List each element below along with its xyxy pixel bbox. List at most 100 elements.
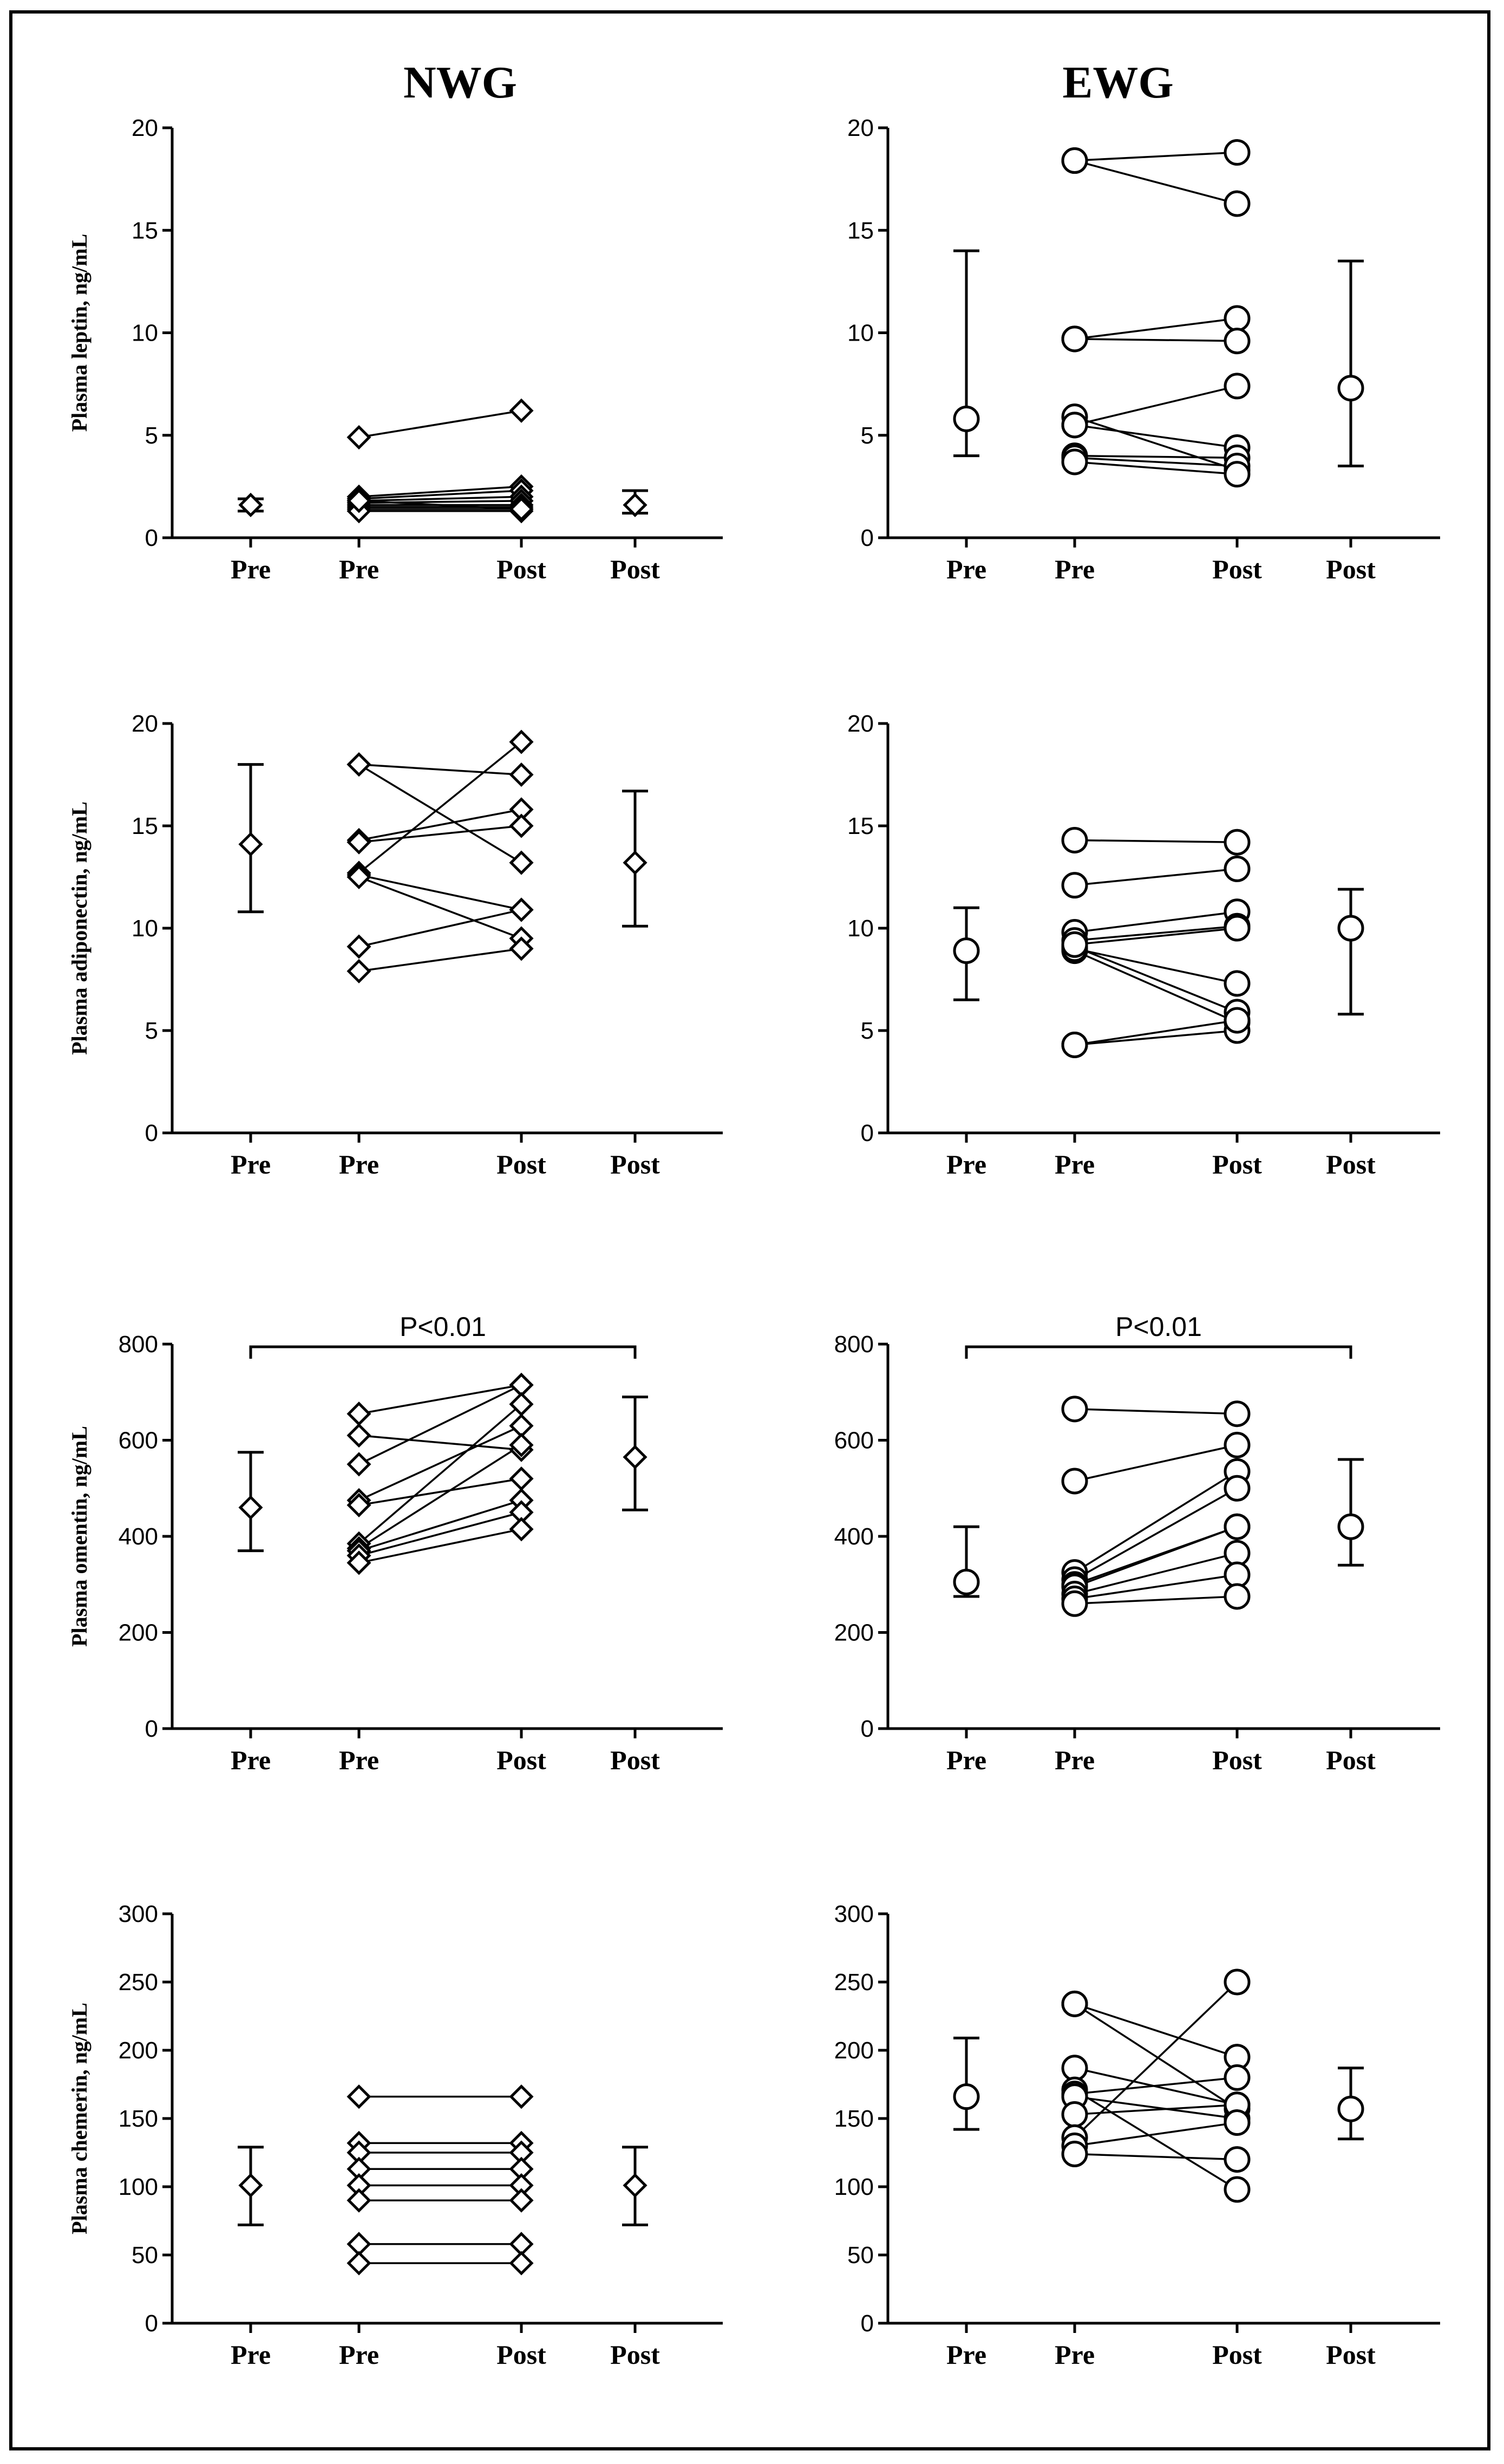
paired-line <box>1074 1470 1238 1574</box>
post-summary-mean-marker <box>1337 375 1364 402</box>
y-tick-label: 150 <box>119 2106 158 2132</box>
post-summary-mean-marker <box>1337 1513 1364 1540</box>
paired-line <box>1074 416 1238 471</box>
pre-point <box>1061 1590 1088 1617</box>
y-tick-label: 10 <box>132 320 158 347</box>
y-tick-label: 0 <box>861 2310 874 2337</box>
pre-point <box>1061 147 1088 174</box>
paired-line <box>1074 1487 1238 1581</box>
x-tick-label: Pre <box>339 554 379 584</box>
post-point <box>509 1517 534 1542</box>
paired-line <box>358 496 522 502</box>
y-tick-label: 150 <box>834 2106 874 2132</box>
post-point <box>509 1392 534 1417</box>
paired-line <box>358 1444 522 1549</box>
post-point <box>1224 190 1251 217</box>
x-tick-label: Pre <box>1055 1149 1095 1179</box>
paired-line <box>1074 2003 1238 2058</box>
pre-point <box>346 934 371 959</box>
pre-point <box>1061 1031 1088 1058</box>
paired-line <box>1074 839 1238 843</box>
paired-line <box>358 1511 522 1557</box>
post-point <box>509 936 534 961</box>
y-tick-label: 20 <box>847 710 874 737</box>
pre-point <box>1061 2101 1088 2128</box>
post-point <box>509 729 534 754</box>
y-tick-label: 0 <box>145 2310 158 2337</box>
pre-point <box>1061 2141 1088 2168</box>
post-point <box>1224 1968 1251 1996</box>
paired-line <box>358 876 522 940</box>
x-tick-label: Pre <box>231 2339 271 2370</box>
x-tick-label: Post <box>1212 1149 1262 1179</box>
y-tick-label: 200 <box>834 2037 874 2064</box>
y-tick-label: 300 <box>834 1901 874 1927</box>
pre-point <box>346 425 371 450</box>
x-tick-label: Pre <box>231 1149 271 1179</box>
post-point <box>509 762 534 787</box>
post-point <box>1224 1513 1251 1540</box>
x-tick-label: Post <box>610 554 660 584</box>
y-tick-label: 0 <box>145 1120 158 1146</box>
x-tick-label: Pre <box>946 1149 986 1179</box>
paired-line <box>1074 385 1238 426</box>
pre-point <box>1061 448 1088 475</box>
post-point <box>1224 1540 1251 1567</box>
y-tick-label: 20 <box>132 115 158 141</box>
post-summary-mean-marker <box>1337 915 1364 942</box>
paired-line <box>358 948 522 973</box>
paired-line <box>1074 1574 1238 1600</box>
paired-line <box>358 409 522 439</box>
paired-line <box>1074 1981 1238 2139</box>
pre-point <box>1061 1468 1088 1495</box>
pre-summary-mean-marker <box>953 2083 980 2110</box>
paired-line <box>1074 2095 1238 2120</box>
x-tick-label: Pre <box>1055 1745 1095 1775</box>
paired-line <box>1074 1526 1238 1588</box>
panel-ewg-3: 0 200 400 600 800 Pre Pre Post Post P<0.01 <box>834 1312 1440 1775</box>
y-tick-label: 200 <box>834 1620 874 1646</box>
y-axis-title: Plasma leptin, ng/mL <box>67 234 91 432</box>
y-tick-label: 5 <box>861 1018 874 1044</box>
x-tick-label: Pre <box>1055 554 1095 584</box>
paired-line <box>1074 2076 1238 2095</box>
paired-line <box>358 485 522 498</box>
post-point <box>509 497 534 522</box>
post-point <box>1224 970 1251 997</box>
paired-line <box>1074 424 1238 449</box>
y-tick-label: 0 <box>861 525 874 551</box>
y-tick-label: 300 <box>119 1901 158 1927</box>
column-title-nwg: NWG <box>403 57 517 108</box>
x-tick-label: Post <box>496 2339 546 2370</box>
post-point <box>1224 1007 1251 1034</box>
paired-line <box>1074 927 1238 946</box>
paired-line <box>358 1477 522 1507</box>
y-tick-label: 400 <box>834 1523 874 1550</box>
x-tick-label: Pre <box>231 554 271 584</box>
paired-line <box>358 1434 522 1451</box>
y-tick-label: 20 <box>847 115 874 141</box>
y-tick-label: 50 <box>847 2242 874 2269</box>
paired-line <box>1074 1552 1238 1595</box>
x-tick-label: Post <box>1212 554 1262 584</box>
panel-ewg-1: 0 5 10 15 20 Pre Pre Post Post <box>847 115 1440 584</box>
y-tick-label: 800 <box>119 1331 158 1358</box>
y-tick-label: 10 <box>847 320 874 347</box>
pre-point <box>346 752 371 777</box>
x-tick-label: Pre <box>339 2339 379 2370</box>
y-tick-label: 100 <box>119 2174 158 2200</box>
post-point <box>509 398 534 423</box>
post-point <box>1224 139 1251 166</box>
figure-frame <box>9 10 1490 2450</box>
pre-point <box>346 1492 371 1517</box>
paired-line <box>1074 2003 1238 2110</box>
paired-line <box>358 490 522 500</box>
post-summary-mean-marker <box>623 2173 648 2198</box>
pre-point <box>1061 1990 1088 2017</box>
panel-nwg-2: 0 5 10 15 20 Pre Pre Post Post Plasma adiponectin… <box>67 710 723 1179</box>
paired-line <box>1074 317 1238 340</box>
pre-point <box>1061 1396 1088 1423</box>
paired-line <box>358 1528 522 1564</box>
pre-point <box>1061 872 1088 899</box>
